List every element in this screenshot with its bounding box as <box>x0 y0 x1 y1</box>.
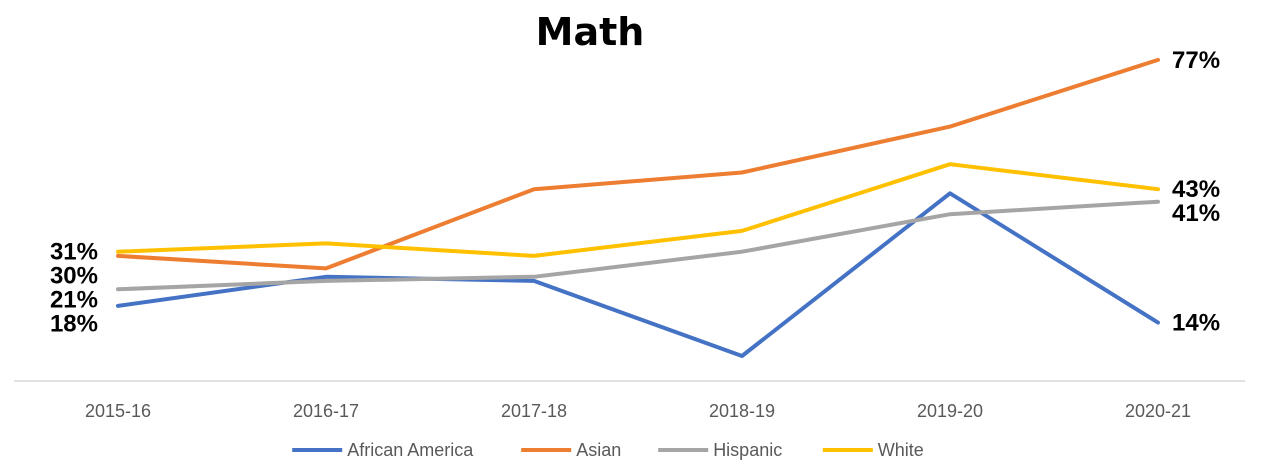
legend-item-african-america: African America <box>292 440 474 460</box>
legend-label: Asian <box>576 440 621 460</box>
data-labels: 18% 14% 30% 77% 21% 41% 31% 43% <box>50 47 1220 338</box>
legend-label: African America <box>347 440 474 460</box>
data-label-first: 31% <box>50 239 98 266</box>
data-label-first: 18% <box>50 311 98 338</box>
series-line-african-america <box>116 191 1160 358</box>
data-label-last: 14% <box>1172 310 1220 337</box>
series-line-white <box>116 162 1160 258</box>
data-label-last: 77% <box>1172 47 1220 74</box>
x-tick-label: 2017-18 <box>501 401 567 421</box>
series-line-asian <box>116 57 1160 271</box>
series-line-hispanic <box>116 199 1160 292</box>
legend-item-white: White <box>822 440 924 460</box>
x-tick-label: 2019-20 <box>917 401 983 421</box>
data-label-last: 43% <box>1172 176 1220 203</box>
data-label-last: 41% <box>1172 200 1220 227</box>
x-tick-label: 2018-19 <box>709 401 775 421</box>
chart-title: Math <box>536 10 645 54</box>
x-axis-ticks: 2015-16 2016-17 2017-18 2018-19 2019-20 2020-… <box>85 401 1191 421</box>
legend-label: White <box>878 440 924 460</box>
data-label-first: 21% <box>50 287 98 314</box>
x-tick-label: 2020-21 <box>1125 401 1191 421</box>
legend-label: Hispanic <box>713 440 782 460</box>
legend: African America Asian Hispanic White <box>292 440 924 460</box>
legend-item-asian: Asian <box>521 440 621 460</box>
x-tick-label: 2016-17 <box>293 401 359 421</box>
x-tick-label: 2015-16 <box>85 401 151 421</box>
legend-item-hispanic: Hispanic <box>658 440 782 460</box>
series-layer <box>116 57 1160 358</box>
data-label-first: 30% <box>50 263 98 290</box>
